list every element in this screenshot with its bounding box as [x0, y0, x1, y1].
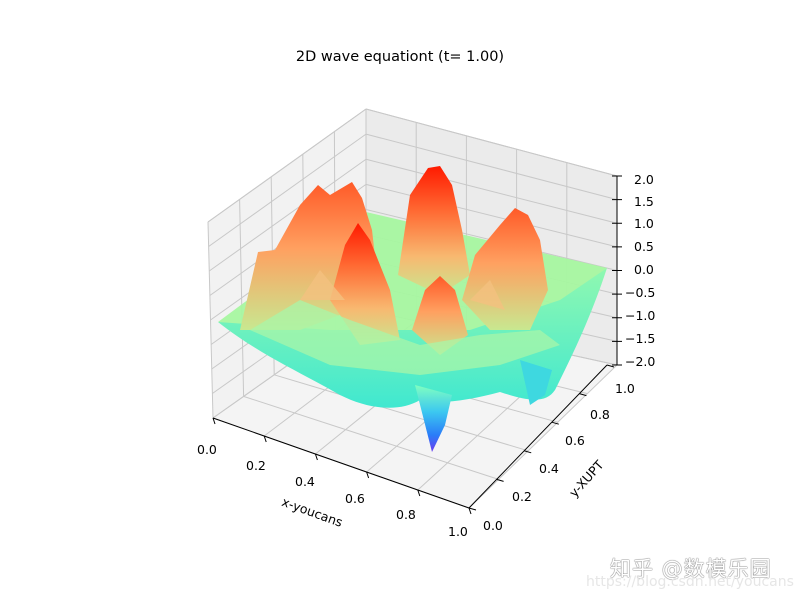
- z-tick-label: −1.5: [625, 331, 656, 346]
- x-tick-label: 1.0: [448, 524, 468, 539]
- z-tick-label: 1.5: [634, 194, 654, 209]
- y-tick-label: 0.6: [565, 433, 585, 448]
- y-tick-label: 0.4: [539, 461, 559, 476]
- y-tick-label: 0.2: [512, 489, 532, 504]
- y-tick-label: 1.0: [615, 381, 635, 396]
- z-tick-label: −0.5: [625, 285, 656, 300]
- wave-surface: [218, 166, 607, 452]
- y-tick-label: 0.8: [590, 407, 610, 422]
- x-tick-label: 0.4: [295, 474, 315, 489]
- chart-title: 2D wave equationt (t= 1.00): [295, 49, 505, 65]
- x-tick-label: 0.8: [396, 507, 416, 522]
- z-tick-label: −1.0: [625, 308, 656, 323]
- watermark-title: 知乎 @数模乐园: [610, 557, 772, 581]
- z-tick-label: 0.5: [634, 239, 654, 254]
- z-tick-label: 1.0: [634, 216, 654, 231]
- x-tick-label: 0.2: [246, 458, 266, 473]
- z-tick-label: 2.0: [634, 172, 654, 187]
- y-tick-label: 0.0: [483, 518, 503, 533]
- x-tick-label: 0.6: [345, 491, 365, 506]
- x-tick-label: 0.0: [197, 442, 217, 457]
- tick-marks: [212, 175, 622, 515]
- watermark-url: https://blog.csdn.net/youcans: [586, 574, 794, 590]
- z-tick-label: 0.0: [634, 262, 654, 277]
- z-tick-label: −2.0: [625, 354, 656, 369]
